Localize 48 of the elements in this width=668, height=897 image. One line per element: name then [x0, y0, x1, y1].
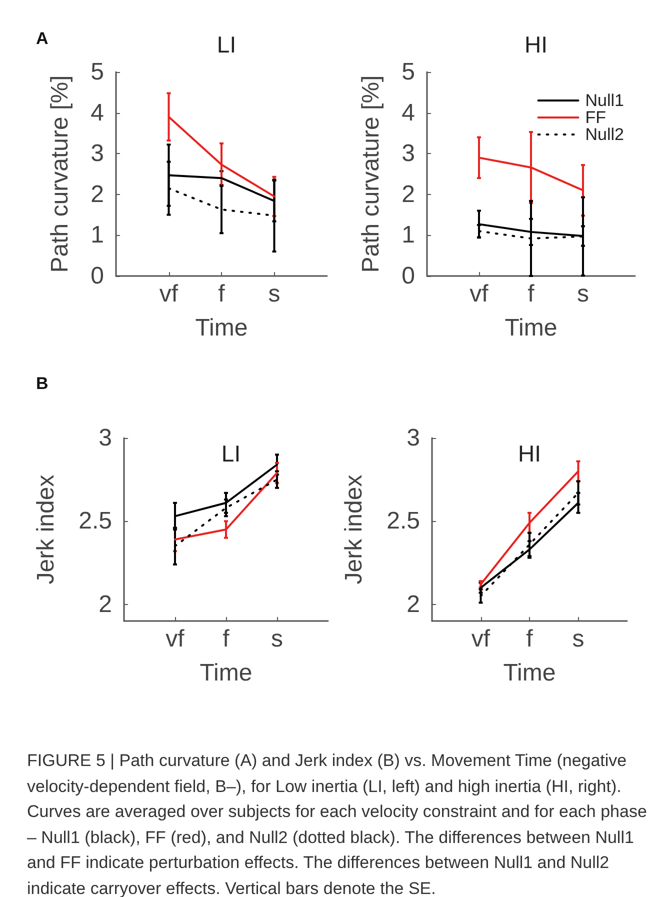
y-tick-label: 3: [98, 424, 112, 452]
y-axis-title: Jerk index: [340, 474, 368, 584]
y-tick-label: 2.5: [386, 508, 420, 535]
y-tick-label: 3: [406, 424, 420, 452]
y-tick-label: 3: [402, 140, 415, 168]
y-tick-label: 2: [98, 590, 112, 618]
chart-title: LI: [221, 440, 241, 466]
y-tick-label: 5: [90, 58, 104, 86]
x-tick-label: f: [526, 626, 534, 652]
legend-label: Null2: [585, 125, 624, 144]
chart-title: LI: [216, 32, 236, 58]
x-axis-title: Time: [504, 314, 558, 342]
y-tick-label: 2: [90, 180, 104, 208]
x-tick-label: s: [271, 626, 283, 652]
x-tick-label: vf: [470, 280, 489, 308]
legend-label: FF: [585, 108, 606, 127]
x-tick-label: vf: [471, 626, 490, 652]
x-tick-label: s: [577, 280, 589, 308]
x-tick-label: vf: [159, 280, 178, 308]
y-axis-title: Jerk index: [32, 474, 60, 584]
x-tick-label: s: [268, 280, 280, 308]
x-tick-label: f: [528, 280, 535, 308]
y-tick-label: 4: [90, 99, 104, 126]
y-tick-label: 0: [90, 262, 104, 290]
y-tick-label: 2.5: [78, 508, 112, 535]
x-tick-label: f: [218, 280, 226, 308]
x-tick-label: s: [572, 626, 584, 652]
x-tick-label: vf: [166, 626, 185, 652]
text: B: [36, 374, 48, 393]
x-tick-label: f: [222, 626, 230, 652]
y-axis-title: Path curvature [%]: [358, 75, 384, 273]
y-tick-label: 2: [402, 180, 415, 208]
caption: FIGURE 5 | Path curvature (A) and Jerk index (B) vs. Movement Time (negative velocity-dependent field, B–), for Low inertia (LI, left) and high inertia (HI, right). Curves are averaged over subjects for each velocity constraint and for each phase – Null1 (black), FF (red), and Null2 (dotted black). The differences between Null1 and FF indicate perturbation effects. The differences between Null1 and Null2 indicate carryover effects. Vertical bars denote the SE.: [27, 750, 648, 897]
y-tick-label: 3: [90, 140, 104, 168]
y-tick-label: 1: [402, 222, 415, 249]
chart-title: HI: [518, 440, 541, 466]
y-tick-label: 2: [406, 590, 420, 618]
chart-title: HI: [524, 32, 548, 58]
y-tick-label: 4: [402, 99, 415, 126]
x-axis-title: Time: [200, 660, 252, 686]
x-axis-title: Time: [503, 660, 556, 686]
x-axis-title: Time: [195, 314, 248, 342]
text: A: [36, 29, 48, 48]
y-tick-label: 1: [90, 222, 104, 249]
y-tick-label: 5: [402, 58, 415, 86]
y-tick-label: 0: [402, 262, 415, 290]
legend-label: Null1: [585, 91, 624, 110]
y-axis-title: Path curvature [%]: [46, 75, 74, 273]
